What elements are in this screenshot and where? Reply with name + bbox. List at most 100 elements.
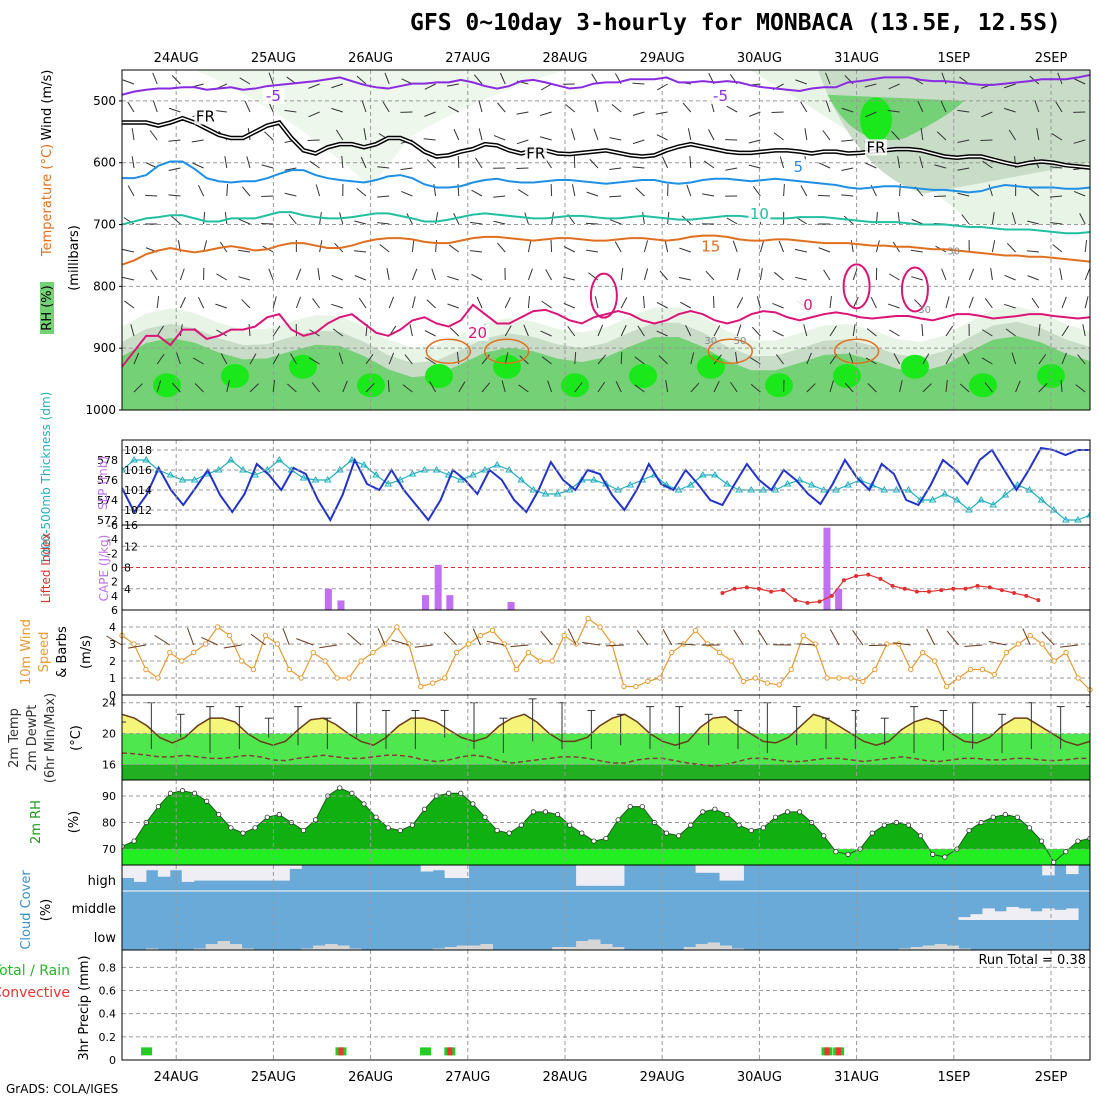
wind-barb <box>402 384 413 393</box>
wind-barb <box>841 194 854 197</box>
cloud-cell-low <box>552 947 565 950</box>
wind-barb <box>795 79 807 85</box>
wind-speed-marker <box>310 649 316 656</box>
wind-speed-marker <box>418 683 424 690</box>
cloud-cell-high <box>157 865 171 877</box>
temp-band-cool <box>122 764 1090 780</box>
wind-barb <box>145 194 158 197</box>
wind-barb <box>759 268 763 281</box>
wind-barb <box>981 329 993 337</box>
isotherm-temp_15-closed <box>833 338 880 365</box>
y-tick-label: 16 <box>102 759 116 772</box>
y2-tick-label: 4 <box>111 590 118 603</box>
wind-barb <box>354 220 367 225</box>
wind-barb <box>478 128 483 141</box>
y-axis-label: 2m DewPt <box>25 705 40 772</box>
y-tick-label: 70 <box>102 843 116 856</box>
wind-barb <box>984 298 993 309</box>
wind-barb <box>192 162 204 169</box>
cloud-cell-low <box>946 945 960 950</box>
wind-barb <box>295 296 302 309</box>
rh-marker <box>192 790 198 796</box>
wind-barb <box>307 139 320 142</box>
wind-speed-marker <box>334 675 340 681</box>
rh-marker <box>554 811 561 818</box>
panel-frame <box>121 439 1091 526</box>
wind-barb <box>713 380 720 393</box>
y-tick-label: 4 <box>109 621 116 634</box>
wind-barb <box>964 644 983 647</box>
cloud-cell-low <box>229 944 243 950</box>
wind-barb <box>497 102 506 113</box>
cloud-cell-low <box>731 948 744 950</box>
credit-label: GrADS: COLA/IGES <box>6 1082 119 1096</box>
wind-barb <box>772 303 784 309</box>
wind-barb <box>1004 274 1016 281</box>
cloud-cell-high <box>229 865 243 881</box>
wind-barb <box>922 383 932 393</box>
wind-barb <box>797 643 816 646</box>
rh-marker <box>942 854 948 860</box>
wind-barb <box>945 380 948 393</box>
wind-barb <box>1082 324 1086 337</box>
wind-barb <box>1031 297 1040 309</box>
cape-bar <box>337 600 345 610</box>
contour-label-bg <box>194 108 217 125</box>
li-marker <box>769 589 774 594</box>
cloud-cell-low <box>337 945 350 950</box>
wind-barb <box>194 383 204 393</box>
wind-barb <box>565 104 576 113</box>
wind-barb <box>957 192 970 197</box>
cloud-cell-middle <box>1006 906 1019 920</box>
li-marker <box>902 586 907 591</box>
isotherm-temp_20-closed <box>842 263 871 310</box>
y-tick-label: 2 <box>109 655 116 668</box>
wind-barb <box>504 352 509 365</box>
wind-speed-marker <box>202 641 209 647</box>
wind-barb <box>990 268 993 281</box>
wind-barb <box>379 244 390 253</box>
thickness-marker <box>953 496 961 503</box>
wind-barb <box>991 240 996 253</box>
wind-speed-marker <box>764 680 771 686</box>
cloud-cell-high <box>611 865 625 886</box>
wind-barb <box>597 381 606 393</box>
wind-barb <box>634 384 645 393</box>
wind-barb <box>957 167 970 171</box>
rh-marker <box>1002 811 1008 818</box>
wind-speed-marker <box>943 683 950 690</box>
y-tick-label: 0 <box>109 1054 116 1067</box>
y-tick-label: 1 <box>109 672 116 685</box>
wind-barb <box>426 159 436 169</box>
li-marker <box>890 583 895 588</box>
wind-barb <box>852 630 864 646</box>
wind-barb <box>844 382 854 393</box>
cloud-cell-low <box>611 947 625 950</box>
wind-speed-marker <box>406 641 412 647</box>
wind-barb <box>686 184 692 197</box>
wind-barb <box>1027 275 1039 281</box>
wind-speed-marker <box>537 658 543 664</box>
wind-speed-marker <box>322 658 328 664</box>
thickness-marker <box>686 481 695 488</box>
x-tick-label-top: 27AUG <box>445 51 490 66</box>
wind-barb <box>1055 101 1063 113</box>
wind-barb <box>585 222 599 225</box>
cloud-cell-high <box>588 865 601 886</box>
cloud-cell-high <box>193 865 207 881</box>
rh-patch-bright <box>629 364 657 388</box>
wind-barb <box>1059 268 1063 281</box>
wind-barb <box>130 324 135 337</box>
wind-barb <box>1026 250 1039 253</box>
wind-barb <box>128 644 146 649</box>
wind-speed-marker <box>430 680 436 686</box>
wind-speed-marker <box>1075 675 1081 681</box>
wind-barb <box>541 356 552 365</box>
wind-barb <box>317 268 321 281</box>
wind-barb <box>823 269 831 281</box>
cloud-cell-low <box>576 941 589 950</box>
rh-marker <box>252 825 258 831</box>
contour-label-bg <box>524 145 547 162</box>
wind-speed-marker <box>645 678 651 685</box>
